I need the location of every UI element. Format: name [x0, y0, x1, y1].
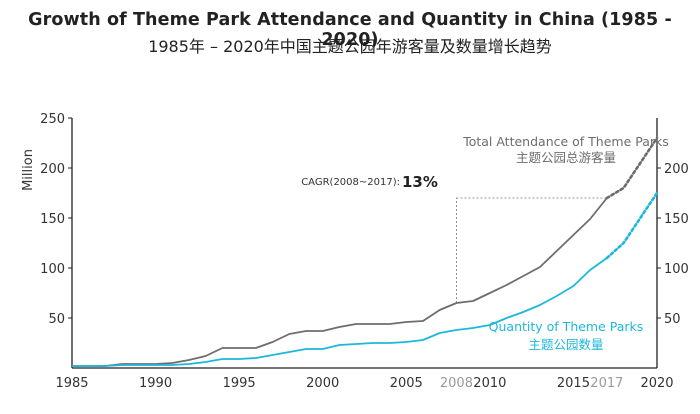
- y-tick-left-label: 100: [40, 262, 65, 277]
- cagr-value: 13%: [402, 173, 438, 191]
- x-tick-label: 2017: [590, 376, 623, 391]
- x-tick-label: 2020: [640, 376, 673, 391]
- y-axis-label: Million: [21, 149, 36, 191]
- x-tick-label: 2000: [306, 376, 339, 391]
- y-tick-right-label: 150: [664, 212, 689, 227]
- cagr-label: CAGR(2008~2017):: [301, 177, 400, 188]
- y-ticks-right: 50 100 150 200: [657, 162, 689, 327]
- quantity-projection-line: [605, 191, 659, 260]
- x-tick-label: 2008: [440, 376, 473, 391]
- quantity-line: [72, 257, 608, 367]
- y-tick-left-label: 250: [40, 112, 65, 127]
- attendance-line: [72, 197, 608, 367]
- y-tick-right-label: 50: [664, 312, 681, 327]
- quantity-label-en: Quantity of Theme Parks: [489, 319, 644, 334]
- chart-title-zh: 1985年 – 2020年中国主题公园年游客量及数量增长趋势: [148, 37, 552, 56]
- x-tick-label: 1995: [223, 376, 256, 391]
- y-ticks-left: 50 100 150 200 250: [40, 112, 72, 327]
- cagr-guides: [456, 197, 607, 303]
- y-tick-right-label: 100: [664, 262, 689, 277]
- attendance-label-en: Total Attendance of Theme Parks: [462, 134, 669, 149]
- y-tick-left-label: 150: [40, 212, 65, 227]
- y-tick-left-label: 200: [40, 162, 65, 177]
- x-tick-label: 1990: [139, 376, 172, 391]
- chart-title-en: Growth of Theme Park Attendance and Quan…: [28, 10, 672, 50]
- attendance-label-zh: 主题公园总游客量: [516, 150, 616, 165]
- cagr-annotation: CAGR(2008~2017): 13%: [301, 173, 438, 191]
- series-lines: [72, 136, 659, 367]
- quantity-label-zh: 主题公园数量: [528, 337, 603, 352]
- x-ticks: 1985 1990 1995 2000 2005 2008 2010 2015 2017 2020: [55, 376, 673, 391]
- attendance-projection-line: [605, 136, 659, 200]
- y-tick-right-label: 200: [664, 162, 689, 177]
- x-tick-label: 2005: [390, 376, 423, 391]
- x-tick-label: 1985: [55, 376, 88, 391]
- x-tick-label: 2015: [557, 376, 590, 391]
- x-tick-label: 2010: [473, 376, 506, 391]
- axes: [71, 118, 658, 369]
- y-tick-left-label: 50: [48, 312, 65, 327]
